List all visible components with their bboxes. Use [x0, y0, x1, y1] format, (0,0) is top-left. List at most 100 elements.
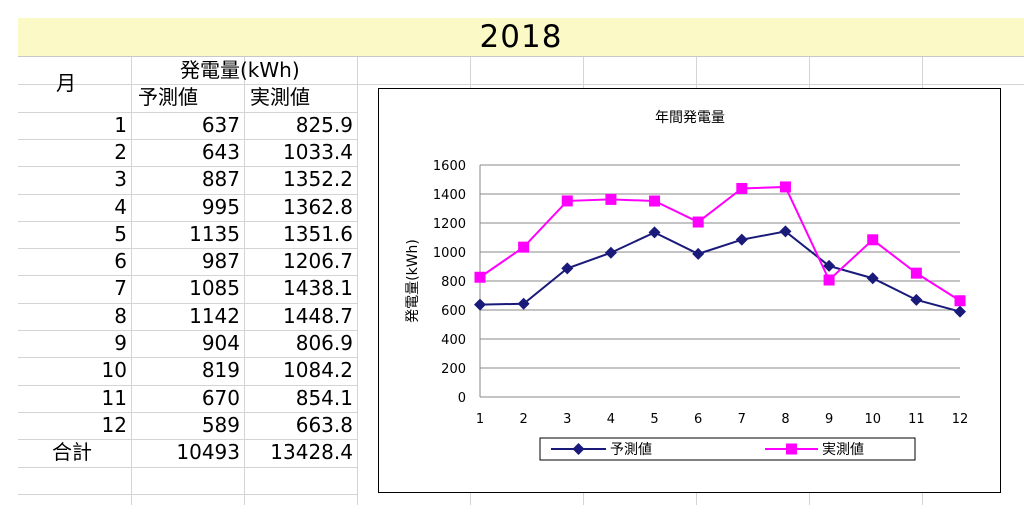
y-tick-label: 800 [441, 275, 466, 290]
y-tick-label: 1600 [433, 159, 466, 174]
actual-point [474, 271, 486, 283]
actual-cell[interactable]: 854.1 [295, 386, 353, 410]
actual-cell[interactable]: 825.9 [295, 113, 353, 137]
grid-row-line [18, 303, 357, 304]
series-line-2 [479, 185, 961, 302]
grid-row-line [18, 166, 357, 167]
actual-cell[interactable]: 1206.7 [283, 249, 353, 273]
forecast-point [910, 293, 923, 306]
legend-label-actual: 実測値 [822, 442, 864, 458]
x-tick-label: 5 [650, 412, 658, 427]
actual-cell[interactable]: 663.8 [295, 413, 353, 437]
forecast-point [779, 225, 792, 238]
grid-row-line [18, 357, 357, 358]
month-cell[interactable]: 9 [114, 331, 127, 355]
actual-cell[interactable]: 1438.1 [283, 276, 353, 300]
forecast-cell[interactable]: 995 [201, 195, 240, 219]
actual-point [649, 195, 661, 207]
forecast-point [561, 262, 574, 275]
y-tick-label: 1200 [433, 217, 466, 232]
chart-frame[interactable]: 年間発電量 0 200 400 600 800 1000 1200 1400 1600 1 2 3 4 5 6… [378, 88, 1001, 493]
grid-row-line [18, 248, 357, 249]
forecast-cell[interactable]: 1085 [189, 276, 240, 300]
x-tick-label: 3 [563, 412, 571, 427]
y-tick-label: 200 [441, 362, 466, 377]
forecast-cell[interactable]: 887 [201, 167, 240, 191]
forecast-cell[interactable]: 1142 [189, 304, 240, 328]
month-cell[interactable]: 11 [101, 386, 127, 410]
sheet-title-bar: 2018 [18, 18, 1024, 57]
total-label[interactable]: 合計 [52, 440, 92, 464]
forecast-point [954, 305, 966, 318]
grid-row-line [18, 385, 357, 386]
y-axis-label: 発電量(kWh) [405, 239, 421, 323]
actual-point [823, 274, 835, 286]
actual-cell[interactable]: 1351.6 [283, 222, 353, 246]
month-cell[interactable]: 7 [114, 276, 127, 300]
forecast-point [474, 298, 486, 311]
grid-row-line [18, 467, 357, 468]
grid-row-line [18, 221, 357, 222]
month-cell[interactable]: 3 [114, 167, 127, 191]
month-cell[interactable]: 4 [114, 195, 127, 219]
actual-point [692, 216, 704, 228]
sheet-title: 2018 [479, 19, 563, 55]
grid-row-line [18, 439, 357, 440]
month-cell[interactable]: 5 [114, 222, 127, 246]
legend-marker-actual [786, 443, 797, 455]
header-forecast[interactable]: 予測値 [138, 85, 198, 109]
actual-cell[interactable]: 1352.2 [283, 167, 353, 191]
month-cell[interactable]: 6 [114, 249, 127, 273]
total-forecast[interactable]: 10493 [176, 440, 240, 464]
actual-point [867, 234, 879, 246]
grid-row-line [18, 494, 357, 495]
forecast-point [648, 226, 661, 239]
x-tick-label: 9 [825, 412, 833, 427]
legend-box [539, 437, 916, 461]
x-tick-label: 6 [694, 412, 702, 427]
forecast-cell[interactable]: 643 [201, 140, 240, 164]
month-cell[interactable]: 1 [114, 113, 127, 137]
y-tick-label: 600 [441, 304, 466, 319]
forecast-cell[interactable]: 819 [201, 358, 240, 382]
month-cell[interactable]: 2 [114, 140, 127, 164]
forecast-cell[interactable]: 637 [201, 113, 240, 137]
actual-cell[interactable]: 1033.4 [283, 140, 353, 164]
forecast-cell[interactable]: 987 [201, 249, 240, 273]
y-tick-label: 0 [458, 391, 466, 406]
grid-row-line [18, 112, 357, 113]
y-tick-label: 1400 [433, 188, 466, 203]
month-cell[interactable]: 10 [101, 358, 127, 382]
actual-point [910, 267, 922, 279]
forecast-point [604, 246, 617, 259]
grid-column-line [357, 57, 358, 505]
x-tick-label: 7 [738, 412, 746, 427]
legend-marker-forecast [572, 443, 585, 455]
month-cell[interactable]: 12 [101, 413, 127, 437]
header-group[interactable]: 発電量(kWh) [180, 58, 300, 82]
forecast-point [823, 259, 836, 272]
actual-cell[interactable]: 1448.7 [283, 304, 353, 328]
month-cell[interactable]: 8 [114, 304, 127, 328]
total-actual[interactable]: 13428.4 [270, 440, 353, 464]
forecast-point [866, 272, 879, 285]
header-actual[interactable]: 実測値 [250, 85, 310, 109]
actual-cell[interactable]: 806.9 [295, 331, 353, 355]
legend-label-forecast: 予測値 [610, 442, 652, 458]
header-month[interactable]: 月 [56, 71, 76, 95]
actual-point [605, 193, 617, 205]
forecast-cell[interactable]: 589 [201, 413, 240, 437]
actual-point [779, 181, 791, 193]
x-tick-label: 11 [908, 412, 925, 427]
grid-column-line [244, 57, 245, 505]
actual-cell[interactable]: 1084.2 [283, 358, 353, 382]
forecast-cell[interactable]: 1135 [189, 222, 240, 246]
forecast-cell[interactable]: 904 [201, 331, 240, 355]
actual-point [736, 182, 748, 194]
grid-row-line [18, 275, 357, 276]
forecast-cell[interactable]: 670 [201, 386, 240, 410]
actual-cell[interactable]: 1362.8 [283, 195, 353, 219]
series-line-1 [479, 230, 961, 313]
grid-row-line [18, 84, 1024, 85]
